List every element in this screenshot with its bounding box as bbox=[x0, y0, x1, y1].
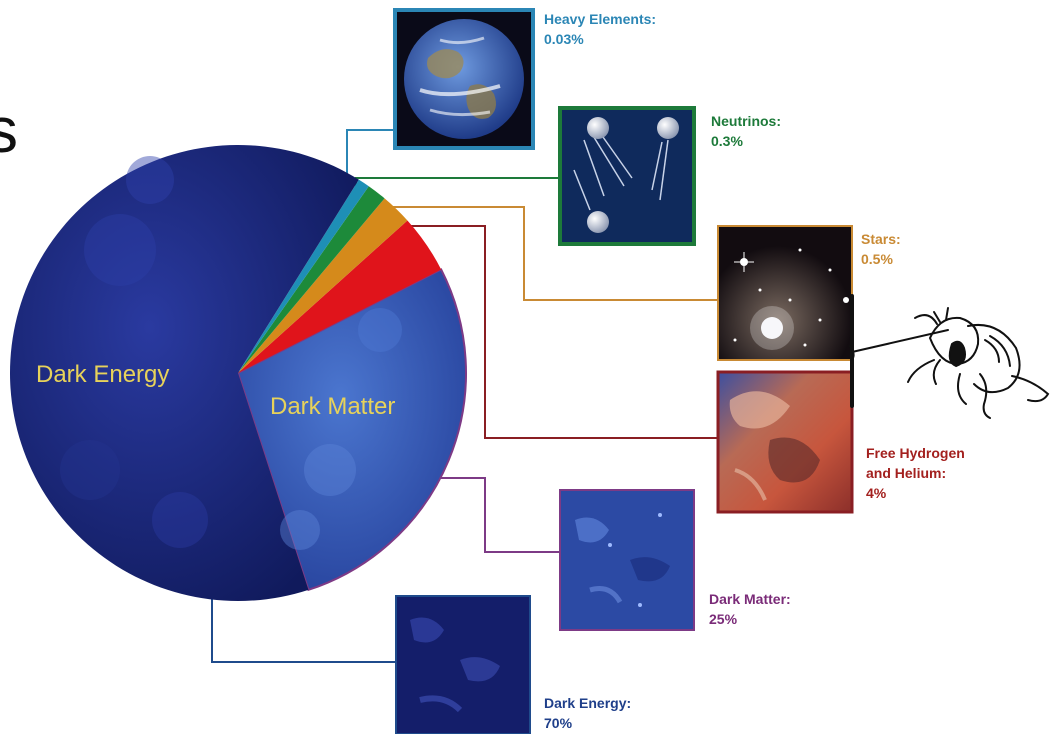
slice-heavy-elements bbox=[238, 179, 369, 373]
callout-neutrinos-value: 0.3% bbox=[711, 133, 743, 149]
callout-hydrogen-helium-title2: and Helium: bbox=[866, 465, 946, 481]
connector-hydrogen-helium bbox=[408, 225, 718, 439]
slice-dark-energy bbox=[10, 145, 359, 602]
connector-heavy-elements bbox=[346, 129, 395, 188]
connector-neutrinos bbox=[355, 177, 560, 190]
connector-dark-matter bbox=[430, 477, 560, 553]
callout-stars-value: 0.5% bbox=[861, 251, 893, 267]
pie-texture-blotch bbox=[304, 444, 356, 496]
dark-energy-texture bbox=[395, 595, 531, 734]
pie-texture-blotch bbox=[60, 440, 120, 500]
neutrino-particles-image bbox=[558, 106, 696, 246]
pie-texture-blotch bbox=[280, 510, 320, 550]
ant-cartoon-sketch bbox=[849, 294, 1050, 419]
callout-heavy-elements-value: 0.03% bbox=[544, 31, 584, 47]
callout-dark-energy: Dark Energy: 70% bbox=[544, 695, 631, 731]
connector-stars bbox=[378, 206, 718, 301]
callout-neutrinos: Neutrinos: 0.3% bbox=[711, 113, 781, 149]
callout-dark-energy-title: Dark Energy: bbox=[544, 695, 631, 711]
callout-hydrogen-helium: Free Hydrogen and Helium: 4% bbox=[866, 445, 965, 501]
callout-heavy-elements: Heavy Elements: 0.03% bbox=[544, 11, 656, 47]
callout-stars: Stars: 0.5% bbox=[861, 231, 901, 267]
pie-texture-blotch bbox=[152, 492, 208, 548]
callout-hydrogen-helium-title: Free Hydrogen bbox=[866, 445, 965, 461]
callout-dark-energy-value: 70% bbox=[544, 715, 573, 731]
nebula-image bbox=[716, 370, 854, 514]
callout-heavy-elements-title: Heavy Elements: bbox=[544, 11, 656, 27]
callout-dark-matter-title: Dark Matter: bbox=[709, 591, 791, 607]
callout-neutrinos-title: Neutrinos: bbox=[711, 113, 781, 129]
edge-glyph: s bbox=[0, 94, 18, 166]
pie-texture-blotch bbox=[358, 308, 402, 352]
callout-hydrogen-helium-value: 4% bbox=[866, 485, 887, 501]
dark-matter-texture bbox=[559, 489, 695, 631]
slice-neutrinos bbox=[238, 186, 385, 373]
connector-dark-energy bbox=[211, 590, 396, 663]
earth-image bbox=[393, 8, 535, 150]
callout-stars-title: Stars: bbox=[861, 231, 901, 247]
slice-hydrogen-helium bbox=[238, 220, 442, 373]
pie-label-dark-energy: Dark Energy bbox=[36, 361, 169, 388]
pie-texture-blotch bbox=[84, 214, 156, 286]
pie-label-dark-matter: Dark Matter bbox=[270, 393, 395, 420]
slice-dark-matter bbox=[236, 268, 467, 592]
pie-texture-blotch bbox=[126, 156, 174, 204]
star-cluster-image bbox=[717, 225, 853, 361]
callout-dark-matter: Dark Matter: 25% bbox=[709, 591, 791, 627]
callout-dark-matter-value: 25% bbox=[709, 611, 738, 627]
pie bbox=[10, 145, 467, 602]
slice-stars bbox=[238, 198, 408, 373]
